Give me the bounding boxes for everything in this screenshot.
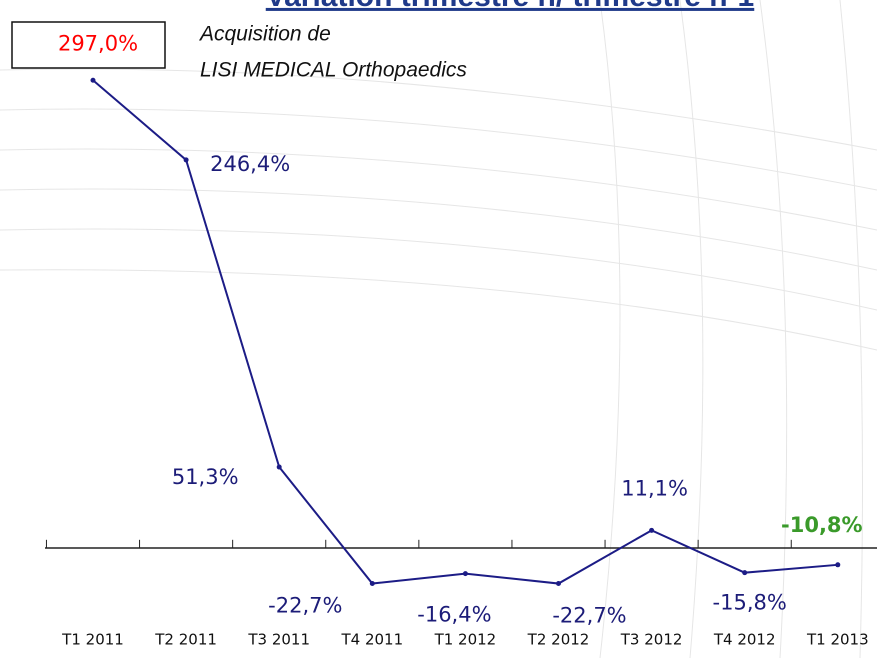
data-point (556, 581, 561, 587)
data-point (276, 464, 282, 470)
annotation: LISI MEDICAL Orthopaedics (200, 59, 467, 82)
x-tick-label: T4 2011 (340, 631, 403, 649)
x-tick-label: T2 2011 (154, 631, 217, 649)
data-label: 297,0% (58, 31, 138, 55)
data-point (649, 527, 655, 533)
x-tick-label: T1 2013 (806, 631, 869, 649)
annotation: Acquisition de (198, 23, 331, 46)
data-label: -15,8% (713, 591, 787, 615)
data-label: 11,1% (621, 476, 688, 500)
data-point (183, 157, 189, 163)
data-label: -10,8% (781, 513, 863, 537)
chart-title: Variation trimestre n/ trimestre n-1 (266, 0, 755, 13)
x-tick-label: T2 2012 (527, 631, 590, 649)
data-point (90, 77, 96, 83)
x-tick-label: T3 2012 (620, 631, 683, 649)
highlight-box (11, 21, 166, 69)
data-point (369, 581, 375, 587)
data-point (742, 570, 748, 576)
data-label: -22,7% (552, 604, 626, 628)
data-label: -16,4% (417, 603, 491, 627)
x-tick-label: T1 2011 (61, 631, 124, 649)
data-label: 246,4% (210, 152, 290, 176)
x-tick-label: T4 2012 (713, 631, 776, 649)
x-tick-label: T1 2012 (434, 631, 497, 649)
data-label: 51,3% (172, 465, 239, 489)
line-series (92, 79, 838, 585)
x-tick-label: T3 2011 (247, 631, 310, 649)
data-label: -22,7% (268, 594, 342, 618)
data-point (462, 571, 468, 577)
data-point (835, 562, 841, 568)
